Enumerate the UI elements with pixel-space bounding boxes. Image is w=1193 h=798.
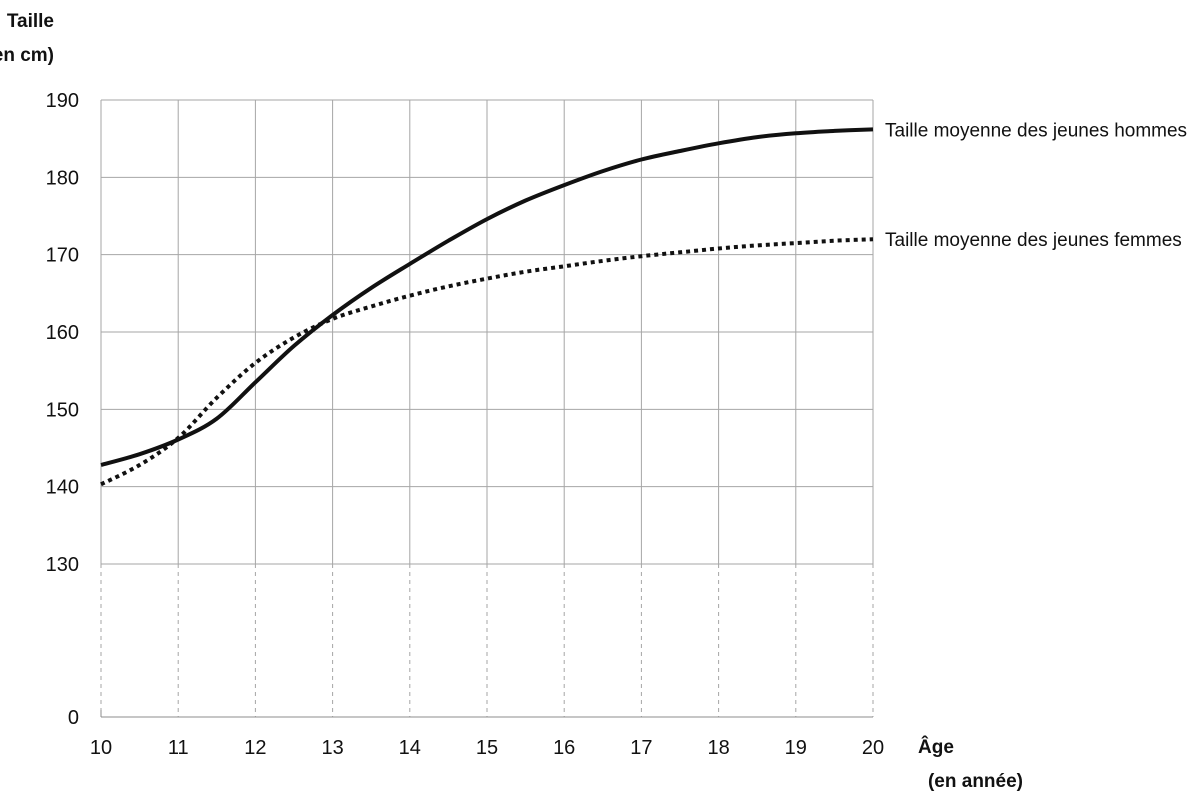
gridlines bbox=[100, 99, 874, 718]
x-tick-label: 15 bbox=[476, 737, 498, 759]
y-tick-label: 170 bbox=[46, 245, 79, 267]
y-tick-label: 150 bbox=[46, 399, 79, 421]
x-tick-label: 13 bbox=[321, 737, 343, 759]
x-tick-label: 12 bbox=[244, 737, 266, 759]
x-tick-label: 11 bbox=[168, 737, 189, 759]
y-tick-label: 190 bbox=[46, 90, 79, 112]
series-label-jeunes-hommes: Taille moyenne des jeunes hommes bbox=[885, 120, 1187, 141]
series-lines bbox=[100, 127, 874, 487]
y-tick-label: 0 bbox=[68, 707, 79, 729]
y-tick-label: 180 bbox=[46, 167, 79, 189]
y-tick-label: 160 bbox=[46, 322, 79, 344]
series-line-jeunes-femmes bbox=[100, 237, 874, 487]
y-axis-title-line1: Taille bbox=[7, 11, 54, 32]
x-tick-label: 17 bbox=[630, 737, 652, 759]
y-axis-title-line2: (en cm) bbox=[0, 45, 54, 66]
series-label-jeunes-femmes: Taille moyenne des jeunes femmes bbox=[885, 230, 1182, 251]
series-labels: Taille moyenne des jeunes hommes Taille m… bbox=[885, 120, 1187, 251]
series-line-jeunes-hommes bbox=[100, 127, 874, 467]
x-tick-label: 16 bbox=[553, 737, 575, 759]
y-tick-label: 130 bbox=[46, 554, 79, 576]
x-tick-label: 19 bbox=[785, 737, 807, 759]
x-axis-title-line2: (en année) bbox=[928, 771, 1023, 792]
x-tick-label: 10 bbox=[90, 737, 112, 759]
tick-labels: 10 11 12 13 14 15 16 17 18 19 20 0 130 140 150 160 170 18… bbox=[46, 90, 885, 759]
x-axis-title-line1: Âge bbox=[918, 736, 954, 758]
x-tick-label: 20 bbox=[862, 737, 884, 759]
y-tick-label: 140 bbox=[46, 477, 79, 499]
x-tick-label: 18 bbox=[707, 737, 729, 759]
x-tick-label: 14 bbox=[399, 737, 421, 759]
